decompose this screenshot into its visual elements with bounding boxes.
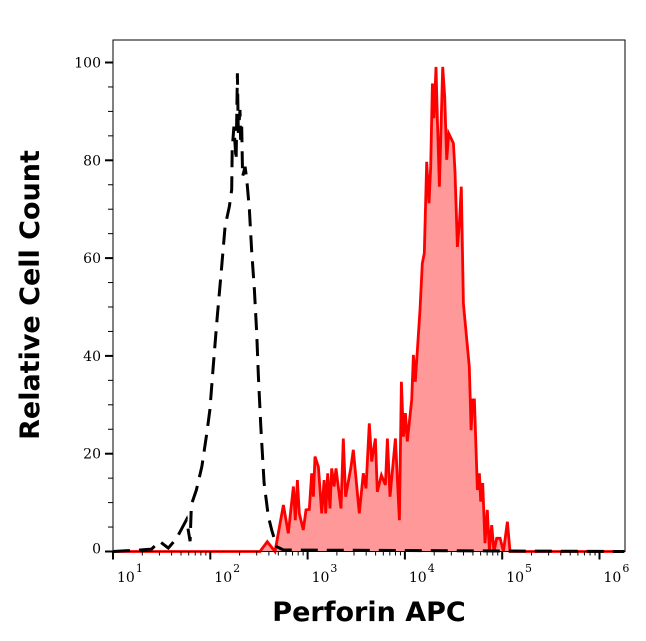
- x-tick-label: 106: [604, 562, 630, 586]
- x-tick-base: 10: [312, 570, 330, 586]
- y-tick-label: 40: [83, 349, 101, 365]
- x-tick-exponent: 1: [136, 562, 143, 575]
- y-tick-label: 60: [83, 251, 101, 267]
- y-tick-label: 0: [92, 542, 101, 558]
- x-tick-exponent: 3: [330, 562, 337, 575]
- x-tick-exponent: 4: [428, 562, 435, 575]
- series-line-control: [112, 73, 625, 553]
- series-line-stained: [113, 66, 625, 555]
- plot-frame: [112, 39, 626, 552]
- y-tick-label: 20: [83, 447, 101, 463]
- series-layer: [112, 66, 625, 555]
- y-tick-label: 80: [83, 153, 101, 169]
- x-tick-label: 103: [312, 562, 338, 586]
- x-tick-exponent: 2: [233, 562, 240, 575]
- x-tick-base: 10: [117, 570, 135, 586]
- x-tick-base: 10: [214, 570, 232, 586]
- x-tick-exponent: 6: [622, 562, 629, 575]
- x-tick-base: 10: [604, 570, 622, 586]
- x-tick-label: 101: [117, 562, 143, 586]
- x-tick-base: 10: [409, 570, 427, 586]
- x-axis-title: Perforin APC: [272, 597, 465, 628]
- x-tick-label: 105: [506, 562, 532, 586]
- series-fill-area: [113, 66, 625, 552]
- x-tick-label: 104: [409, 562, 435, 586]
- x-tick-base: 10: [506, 570, 524, 586]
- y-tick-label: 100: [74, 56, 101, 72]
- x-tick-exponent: 5: [525, 562, 532, 575]
- x-tick-label: 102: [214, 562, 240, 586]
- y-axis-title: Relative Cell Count: [15, 150, 46, 440]
